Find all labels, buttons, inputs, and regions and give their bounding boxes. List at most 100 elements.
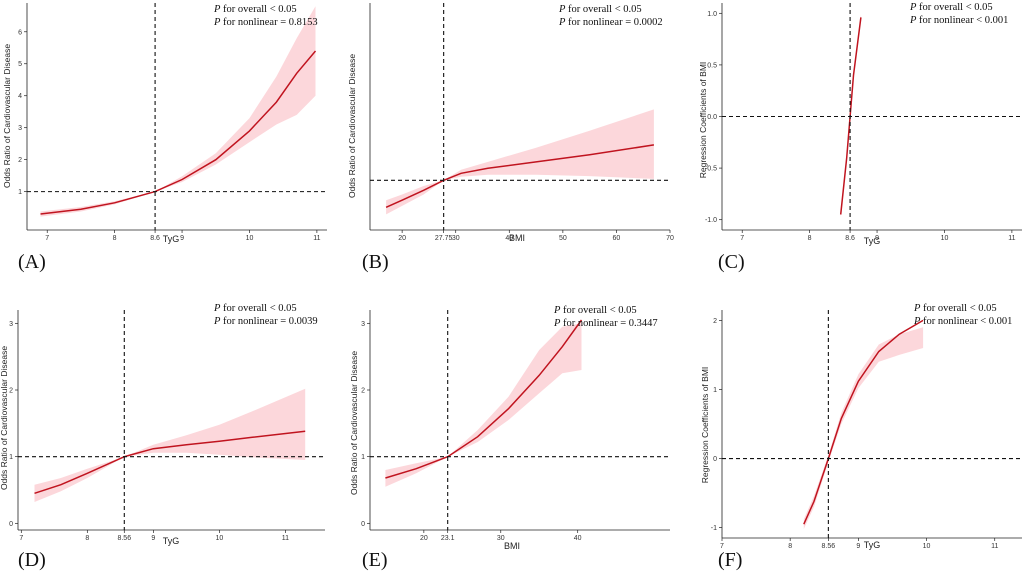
x-tick-label: 11	[282, 535, 289, 542]
confidence-band	[40, 6, 316, 217]
y-tick-label: 3	[18, 125, 22, 132]
p-overall-annotation: P for overall < 0.05	[213, 303, 297, 314]
y-tick-label: 1	[9, 454, 13, 461]
y-tick-label: 2	[361, 388, 365, 395]
x-tick-label: 10	[246, 235, 254, 242]
y-axis-label: Regression Coefficients of BMI	[698, 62, 708, 179]
x-tick-label: 8	[808, 235, 812, 242]
p-nonlinear-text: for nonlinear = 0.0002	[568, 17, 663, 28]
x-tick-label: 50	[559, 235, 567, 242]
panel-d: 7 8 8.56 9 10 11 0 1 2 3 Odds Ratio of Cardiovasc…	[0, 303, 325, 571]
y-tick-label: 1.0	[707, 11, 717, 18]
tick-group: 7 8 8.56 9 10 11 -1 0 1 2	[711, 318, 999, 550]
p-nonlinear-text: for nonlinear = 0.3447	[563, 318, 658, 329]
plot-area	[370, 310, 670, 530]
p-symbol: P	[909, 15, 917, 26]
p-nonlinear-annotation: P for nonlinear = 0.0002	[558, 17, 663, 28]
p-symbol: P	[213, 316, 221, 327]
y-axis-label: Regression Coefficients of BMI	[700, 367, 710, 484]
tick-group: 7 8 8.6 9 10 11 -1.0 -0.5 0.0 0.5 1.0	[705, 11, 1016, 242]
y-tick-label: -1.0	[705, 217, 717, 224]
p-symbol: P	[913, 316, 921, 327]
p-symbol: P	[558, 17, 566, 28]
x-tick-label: 8.6	[845, 235, 855, 242]
p-symbol: P	[553, 305, 561, 316]
p-overall-text: for overall < 0.05	[919, 2, 993, 13]
x-tick-label: 7	[19, 535, 23, 542]
p-overall-text: for overall < 0.05	[563, 305, 637, 316]
x-tick-label: 20	[398, 235, 406, 242]
fitted-curve	[803, 319, 924, 525]
p-nonlinear-annotation: P for nonlinear < 0.001	[913, 316, 1012, 327]
p-symbol: P	[213, 303, 221, 314]
panel-label: (E)	[362, 549, 388, 571]
y-tick-label: 1	[18, 189, 22, 196]
x-tick-label: 11	[1008, 235, 1015, 242]
y-tick-label: 6	[18, 29, 22, 36]
x-tick-label: 27.75	[435, 235, 453, 242]
p-overall-annotation: P for overall < 0.05	[553, 305, 637, 316]
tick-group: 20 23.1 30 40 0 1 2 3	[361, 321, 582, 542]
p-symbol: P	[553, 318, 561, 329]
y-tick-label: 5	[18, 61, 22, 68]
y-tick-label: 3	[9, 321, 13, 328]
confidence-band	[385, 323, 582, 487]
y-tick-label: 2	[18, 157, 22, 164]
x-axis-label: TyG	[163, 234, 180, 244]
p-overall-annotation: P for overall < 0.05	[913, 303, 997, 314]
fitted-curve	[40, 50, 317, 215]
p-symbol: P	[558, 4, 566, 15]
p-nonlinear-text: for nonlinear < 0.001	[919, 15, 1008, 26]
p-overall-text: for overall < 0.05	[568, 4, 642, 15]
confidence-band	[803, 327, 924, 529]
fitted-curve	[385, 144, 655, 208]
y-tick-label: 2	[9, 388, 13, 395]
x-tick-label: 9	[856, 543, 860, 550]
x-tick-label: 7	[720, 543, 724, 550]
x-tick-label: 8.6	[150, 235, 160, 242]
p-overall-text: for overall < 0.05	[223, 4, 297, 15]
x-tick-label: 30	[452, 235, 460, 242]
p-nonlinear-annotation: P for nonlinear < 0.001	[909, 15, 1008, 26]
x-tick-label: 7	[45, 235, 49, 242]
y-tick-label: 1	[713, 387, 717, 394]
p-nonlinear-annotation: P for nonlinear = 0.8153	[213, 17, 318, 28]
x-tick-label: 20	[420, 535, 428, 542]
confidence-band	[386, 109, 654, 215]
p-symbol: P	[213, 4, 221, 15]
y-tick-label: 3	[361, 321, 365, 328]
y-axis-label: Odds Ratio of Cardiovascular Disease	[2, 44, 12, 188]
y-tick-label: 4	[18, 93, 22, 100]
y-tick-label: 2	[713, 318, 717, 325]
x-tick-label: 7	[740, 235, 744, 242]
p-overall-annotation: P for overall < 0.05	[213, 4, 297, 15]
x-tick-label: 8	[85, 535, 89, 542]
x-tick-label: 9	[875, 235, 879, 242]
panel-c: 7 8 8.6 9 10 11 -1.0 -0.5 0.0 0.5 1.0 Regression C…	[698, 2, 1022, 273]
x-tick-label: 10	[215, 535, 223, 542]
p-overall-annotation: P for overall < 0.05	[909, 2, 993, 13]
x-axis-label: TyG	[163, 536, 180, 546]
panel-label: (C)	[718, 251, 745, 273]
x-tick-label: 8.56	[117, 535, 131, 542]
x-tick-label: 9	[151, 535, 155, 542]
y-tick-label: 0	[9, 521, 13, 528]
p-symbol: P	[913, 303, 921, 314]
panel-label: (D)	[18, 549, 46, 571]
panel-label: (F)	[718, 549, 742, 571]
x-tick-label: 8	[113, 235, 117, 242]
y-axis-label: Odds Ratio of Cardiovascular Disease	[0, 346, 9, 490]
x-tick-label: 8	[788, 543, 792, 550]
y-tick-label: 1	[361, 454, 365, 461]
panel-b: 20 27.75 30 40 50 60 70 Odds Ratio of Cardiova…	[347, 3, 674, 273]
x-axis-label: BMI	[504, 541, 520, 551]
x-axis-label: BMI	[509, 233, 525, 243]
p-symbol: P	[909, 2, 917, 13]
panel-label: (B)	[362, 251, 389, 273]
tick-group: 7 8 8.56 9 10 11 0 1 2 3	[9, 321, 289, 542]
p-nonlinear-text: for nonlinear = 0.8153	[223, 17, 318, 28]
p-overall-text: for overall < 0.05	[923, 303, 997, 314]
y-tick-label: 0.0	[707, 114, 717, 121]
